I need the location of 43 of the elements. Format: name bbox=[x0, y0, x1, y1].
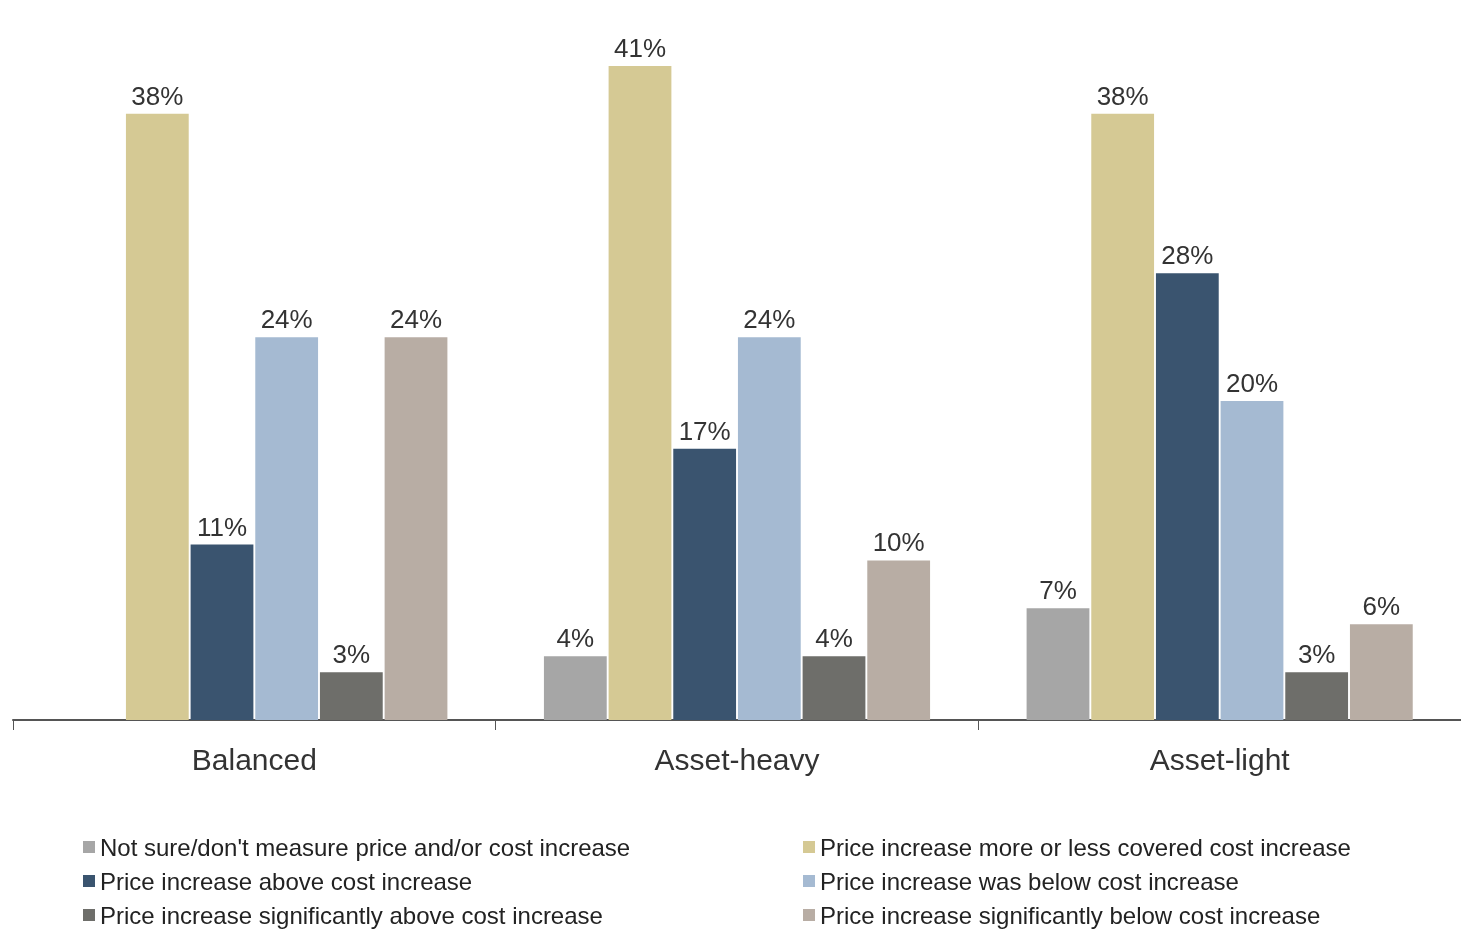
bar bbox=[1091, 113, 1155, 720]
data-label: 6% bbox=[1362, 591, 1401, 622]
legend-label: Price increase above cost increase bbox=[100, 867, 473, 895]
bar bbox=[1155, 273, 1219, 720]
x-tick-label: Asset-heavy bbox=[654, 742, 820, 776]
data-label: 24% bbox=[389, 304, 443, 335]
x-tick-label: Balanced bbox=[191, 742, 317, 776]
bar bbox=[802, 656, 866, 720]
data-label: 20% bbox=[1225, 367, 1279, 398]
bar bbox=[190, 544, 254, 720]
data-label: 17% bbox=[678, 415, 731, 446]
bar bbox=[1349, 624, 1413, 720]
data-label: 3% bbox=[1297, 639, 1336, 670]
bar bbox=[1026, 608, 1090, 720]
legend-label: Price increase more or less covered cost increase bbox=[820, 833, 1351, 861]
bar bbox=[673, 448, 737, 720]
data-label: 10% bbox=[872, 527, 925, 558]
bar bbox=[608, 66, 672, 720]
data-label: 4% bbox=[815, 623, 853, 654]
data-label: 38% bbox=[131, 80, 184, 111]
bar bbox=[1285, 672, 1349, 720]
data-label: 7% bbox=[1039, 575, 1077, 606]
data-label: 11% bbox=[196, 511, 248, 542]
data-label: 3% bbox=[332, 639, 371, 670]
legend-label: Price increase was below cost increase bbox=[820, 867, 1239, 895]
bar bbox=[543, 656, 607, 720]
legend-label: Price increase significantly above cost increase bbox=[100, 901, 603, 929]
data-label: 38% bbox=[1096, 80, 1149, 111]
bar bbox=[737, 337, 801, 720]
data-label: 24% bbox=[260, 304, 313, 335]
data-label: 28% bbox=[1161, 240, 1214, 271]
bar bbox=[319, 672, 383, 720]
legend-label: Price increase significantly below cost increase bbox=[820, 901, 1321, 929]
data-label: 24% bbox=[743, 304, 796, 335]
bar bbox=[1220, 400, 1284, 720]
data-label: 4% bbox=[556, 623, 595, 654]
bar bbox=[255, 337, 319, 720]
data-label: 41% bbox=[613, 33, 667, 63]
x-tick-label: Asset-light bbox=[1149, 742, 1291, 776]
bar bbox=[125, 113, 189, 720]
bar bbox=[384, 337, 448, 720]
legend-label: Not sure/don't measure price and/or cost increase bbox=[100, 833, 631, 861]
bar bbox=[867, 560, 931, 720]
